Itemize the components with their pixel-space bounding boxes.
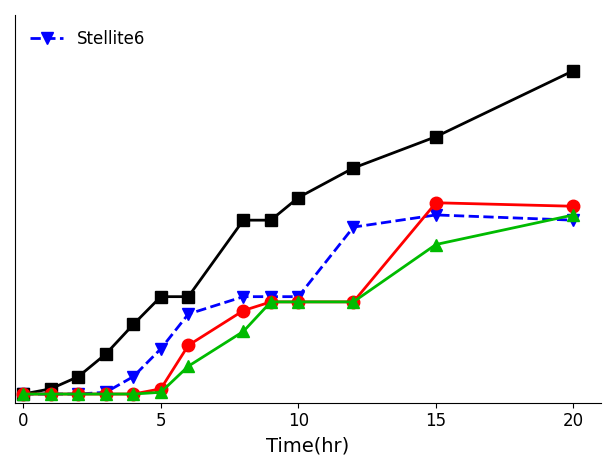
1V (570, 204, 577, 209)
0V (432, 134, 440, 140)
0V (570, 68, 577, 73)
1V (157, 386, 164, 392)
Legend: Stellite6: Stellite6 (23, 24, 152, 55)
1V (267, 299, 275, 305)
1V (102, 391, 110, 397)
0V (185, 294, 192, 299)
Stellite6 (294, 294, 302, 299)
Stellite6 (240, 294, 247, 299)
3V (240, 329, 247, 334)
Stellite6 (350, 224, 357, 230)
0V (129, 321, 137, 327)
Stellite6 (129, 374, 137, 379)
1V (20, 391, 27, 397)
0V (102, 351, 110, 357)
3V (102, 391, 110, 397)
3V (350, 299, 357, 305)
1V (185, 343, 192, 348)
Stellite6 (185, 311, 192, 317)
0V (75, 374, 82, 379)
3V (129, 391, 137, 397)
1V (47, 391, 54, 397)
3V (185, 363, 192, 369)
3V (47, 391, 54, 397)
1V (75, 391, 82, 397)
Stellite6 (20, 391, 27, 397)
0V (294, 195, 302, 200)
Stellite6 (102, 390, 110, 395)
1V (294, 299, 302, 305)
1V (350, 299, 357, 305)
3V (157, 390, 164, 395)
3V (20, 391, 27, 397)
Line: 0V: 0V (17, 64, 580, 400)
1V (129, 391, 137, 397)
Line: 3V: 3V (17, 209, 580, 400)
Stellite6 (47, 391, 54, 397)
0V (240, 217, 247, 223)
Stellite6 (75, 391, 82, 397)
3V (570, 212, 577, 218)
Stellite6 (157, 346, 164, 352)
0V (47, 386, 54, 392)
Stellite6 (570, 217, 577, 223)
3V (432, 242, 440, 247)
Line: Stellite6: Stellite6 (17, 209, 580, 400)
Stellite6 (267, 294, 275, 299)
3V (267, 299, 275, 305)
X-axis label: Time(hr): Time(hr) (266, 436, 350, 455)
0V (157, 294, 164, 299)
3V (294, 299, 302, 305)
0V (350, 165, 357, 171)
1V (432, 200, 440, 205)
3V (75, 391, 82, 397)
Line: 1V: 1V (17, 196, 580, 400)
Stellite6 (432, 212, 440, 218)
0V (267, 217, 275, 223)
1V (240, 308, 247, 313)
0V (20, 391, 27, 397)
